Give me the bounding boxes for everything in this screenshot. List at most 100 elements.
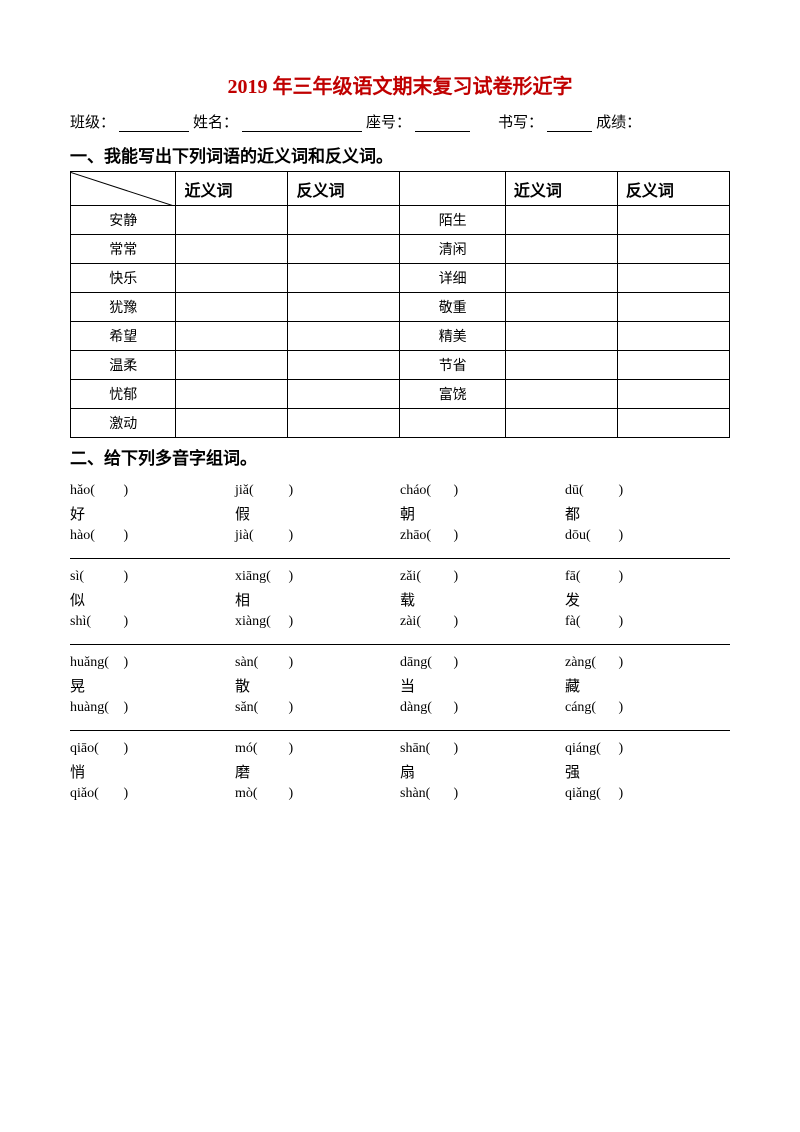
- pinyin-cell[interactable]: hào( ): [70, 528, 235, 544]
- pinyin-group: qiāo( )mó( )shān( )qiáng( ) 悄磨扇强 qiǎo( )mò…: [70, 741, 730, 816]
- char-row: 好假朝都: [70, 503, 730, 524]
- pinyin-row: huàng( )sǎn( )dàng( )cáng( ): [70, 700, 730, 716]
- pinyin-cell[interactable]: sàn( ): [235, 655, 400, 671]
- pinyin-cell[interactable]: xiāng( ): [235, 569, 400, 585]
- char-cell: 悄: [70, 761, 235, 782]
- name-blank[interactable]: [242, 114, 362, 132]
- table-cell[interactable]: [288, 409, 400, 438]
- pinyin-row: huǎng( )sàn( )dāng( )zàng( ): [70, 655, 730, 671]
- pinyin-cell[interactable]: jià( ): [235, 528, 400, 544]
- write-label: 书写：: [498, 111, 543, 132]
- char-row: 悄磨扇强: [70, 761, 730, 782]
- pinyin-cell[interactable]: huǎng( ): [70, 655, 235, 671]
- pinyin-cell[interactable]: fà( ): [565, 614, 730, 630]
- pinyin-cell[interactable]: cháo( ): [400, 483, 565, 499]
- table-cell[interactable]: [505, 380, 617, 409]
- pinyin-cell[interactable]: huàng( ): [70, 700, 235, 716]
- table-cell[interactable]: [176, 264, 288, 293]
- pinyin-cell[interactable]: qiáng( ): [565, 741, 730, 757]
- table-cell[interactable]: [176, 409, 288, 438]
- write-blank[interactable]: [547, 114, 592, 132]
- pinyin-group: hǎo( )jiǎ( )cháo( )dū( ) 好假朝都 hào( )jià( )…: [70, 483, 730, 559]
- table-header: 反义词: [288, 172, 400, 206]
- pinyin-cell[interactable]: sǎn( ): [235, 700, 400, 716]
- pinyin-row: hǎo( )jiǎ( )cháo( )dū( ): [70, 483, 730, 499]
- char-cell: 朝: [400, 503, 565, 524]
- table-cell: 富饶: [400, 380, 505, 409]
- section2-heading: 二、给下列多音字组词。: [70, 444, 730, 469]
- table-cell: 温柔: [71, 351, 176, 380]
- table-cell[interactable]: [617, 322, 729, 351]
- table-cell: 精美: [400, 322, 505, 351]
- table-cell[interactable]: [505, 264, 617, 293]
- pinyin-cell[interactable]: dàng( ): [400, 700, 565, 716]
- pinyin-block: hǎo( )jiǎ( )cháo( )dū( ) 好假朝都 hào( )jià( )…: [70, 483, 730, 816]
- table-row: 温柔节省: [71, 351, 730, 380]
- pinyin-cell[interactable]: shān( ): [400, 741, 565, 757]
- table-cell[interactable]: [288, 235, 400, 264]
- pinyin-cell[interactable]: cáng( ): [565, 700, 730, 716]
- table-cell[interactable]: [176, 235, 288, 264]
- pinyin-cell[interactable]: zài( ): [400, 614, 565, 630]
- pinyin-cell[interactable]: mò( ): [235, 786, 400, 802]
- table-header: [400, 172, 505, 206]
- table-cell[interactable]: [176, 322, 288, 351]
- table-cell[interactable]: [617, 351, 729, 380]
- table-cell: 犹豫: [71, 293, 176, 322]
- pinyin-cell[interactable]: shàn( ): [400, 786, 565, 802]
- pinyin-cell[interactable]: dū( ): [565, 483, 730, 499]
- table-cell[interactable]: [176, 380, 288, 409]
- table-cell: 详细: [400, 264, 505, 293]
- pinyin-cell[interactable]: dōu( ): [565, 528, 730, 544]
- table-cell[interactable]: [617, 206, 729, 235]
- table-cell[interactable]: [176, 206, 288, 235]
- pinyin-cell[interactable]: jiǎ( ): [235, 483, 400, 499]
- table-cell[interactable]: [505, 409, 617, 438]
- table-cell[interactable]: [505, 293, 617, 322]
- table-cell[interactable]: [288, 264, 400, 293]
- table-cell[interactable]: [617, 409, 729, 438]
- name-label: 姓名：: [193, 111, 238, 132]
- table-header: 近义词: [176, 172, 288, 206]
- table-row: 常常清闲: [71, 235, 730, 264]
- pinyin-cell[interactable]: zàng( ): [565, 655, 730, 671]
- pinyin-cell[interactable]: shì( ): [70, 614, 235, 630]
- pinyin-cell[interactable]: sì( ): [70, 569, 235, 585]
- table-cell[interactable]: [288, 351, 400, 380]
- pinyin-cell[interactable]: hǎo( ): [70, 483, 235, 499]
- table-cell: 希望: [71, 322, 176, 351]
- pinyin-cell[interactable]: zhāo( ): [400, 528, 565, 544]
- table-cell[interactable]: [288, 206, 400, 235]
- class-label: 班级：: [70, 111, 115, 132]
- pinyin-row: qiāo( )mó( )shān( )qiáng( ): [70, 741, 730, 757]
- pinyin-cell[interactable]: qiǎng( ): [565, 786, 730, 802]
- table-cell[interactable]: [505, 351, 617, 380]
- pinyin-cell[interactable]: qiǎo( ): [70, 786, 235, 802]
- pinyin-cell[interactable]: qiāo( ): [70, 741, 235, 757]
- table-cell[interactable]: [617, 264, 729, 293]
- section1-heading: 一、我能写出下列词语的近义词和反义词。: [70, 142, 730, 167]
- table-cell[interactable]: [617, 235, 729, 264]
- pinyin-cell[interactable]: mó( ): [235, 741, 400, 757]
- pinyin-cell[interactable]: xiàng( ): [235, 614, 400, 630]
- seat-label: 座号：: [366, 111, 411, 132]
- char-cell: 都: [565, 503, 730, 524]
- pinyin-cell[interactable]: dāng( ): [400, 655, 565, 671]
- class-blank[interactable]: [119, 114, 189, 132]
- pinyin-group: sì( )xiāng( )zǎi( )fā( )似相载发shì( )xiàng(…: [70, 569, 730, 645]
- table-cell[interactable]: [288, 380, 400, 409]
- table-row: 安静陌生: [71, 206, 730, 235]
- table-cell[interactable]: [176, 351, 288, 380]
- table-cell[interactable]: [288, 293, 400, 322]
- table-cell[interactable]: [617, 293, 729, 322]
- seat-blank[interactable]: [415, 114, 470, 132]
- char-cell: 当: [400, 675, 565, 696]
- table-cell[interactable]: [505, 235, 617, 264]
- table-cell[interactable]: [505, 322, 617, 351]
- table-cell[interactable]: [505, 206, 617, 235]
- table-cell[interactable]: [288, 322, 400, 351]
- table-cell[interactable]: [617, 380, 729, 409]
- pinyin-cell[interactable]: zǎi( ): [400, 569, 565, 585]
- table-cell[interactable]: [176, 293, 288, 322]
- pinyin-cell[interactable]: fā( ): [565, 569, 730, 585]
